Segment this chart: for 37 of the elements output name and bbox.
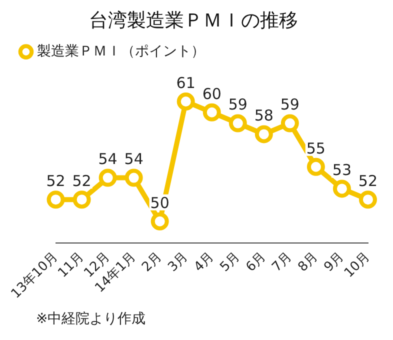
x-tick-label: 3月: [165, 249, 192, 275]
legend-label: 製造業ＰＭＩ（ポイント）: [37, 43, 205, 60]
point: [150, 212, 169, 230]
point: [124, 168, 143, 187]
x-tick-label: 4月: [191, 249, 218, 275]
x-tick-label: 7月: [269, 249, 296, 275]
x-tick-label: 10月: [342, 249, 374, 281]
data-label: 61: [176, 74, 196, 92]
point: [254, 125, 273, 144]
data-label: 50: [150, 194, 170, 212]
point: [202, 103, 221, 122]
point: [280, 114, 299, 132]
x-tick-label: 8月: [296, 249, 322, 275]
data-label: 53: [332, 161, 352, 180]
text: ※中経院より作成: [36, 310, 147, 328]
point: [176, 92, 195, 110]
data-label: 54: [98, 150, 118, 168]
point: [306, 158, 325, 176]
data-label: 52: [46, 172, 66, 190]
data-label: 60: [202, 84, 222, 103]
data-label: 59: [228, 96, 248, 114]
data-label: 52: [72, 172, 92, 190]
point: [332, 180, 351, 198]
x-tick-label: 2月: [139, 249, 166, 275]
point: [46, 190, 65, 209]
data-label: 58: [254, 106, 274, 125]
point: [228, 114, 247, 132]
x-tick-label: 5月: [217, 249, 244, 275]
point: [358, 190, 377, 209]
point: [72, 190, 91, 209]
data-label: 52: [358, 172, 378, 190]
chart-title: 台湾製造業ＰＭＩの推移: [89, 9, 298, 32]
x-tick-label: 6月: [243, 249, 270, 275]
data-label: 55: [306, 139, 326, 158]
point: [98, 168, 117, 187]
data-label: 59: [280, 96, 300, 114]
data-label: 54: [124, 150, 144, 168]
